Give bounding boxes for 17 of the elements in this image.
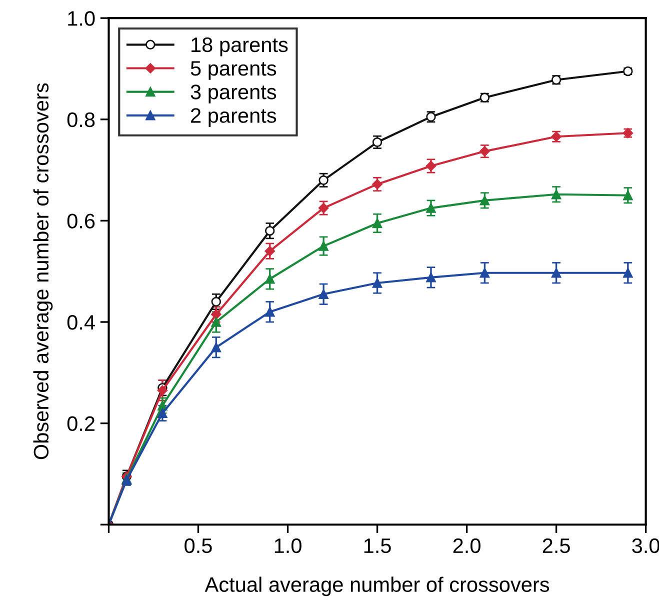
- x-tick-label: 0.5: [184, 538, 212, 554]
- legend-label: 3 parents: [190, 84, 276, 104]
- y-tick-label: 0.6: [67, 214, 95, 228]
- legend-label: 5 parents: [190, 61, 276, 80]
- x-axis-title: Actual average number of crossovers: [204, 576, 550, 596]
- x-tick-label: 1.5: [364, 538, 391, 554]
- legend-label: 2 parents: [191, 108, 276, 128]
- x-tick-label: 1.0: [274, 538, 302, 554]
- y-tick-label: 0.4: [67, 315, 95, 330]
- y-tick-label: 0.8: [67, 112, 95, 128]
- y-axis-title: Observed average number of crossovers: [33, 83, 53, 460]
- x-tick-label: 2.0: [453, 538, 480, 554]
- x-tick-label: 2.5: [542, 538, 570, 554]
- y-tick-label: 0.2: [67, 416, 94, 432]
- y-tick-label: 1.0: [68, 11, 95, 26]
- x-tick-label: 3.0: [632, 538, 659, 554]
- legend-label: 18 parents: [192, 37, 288, 56]
